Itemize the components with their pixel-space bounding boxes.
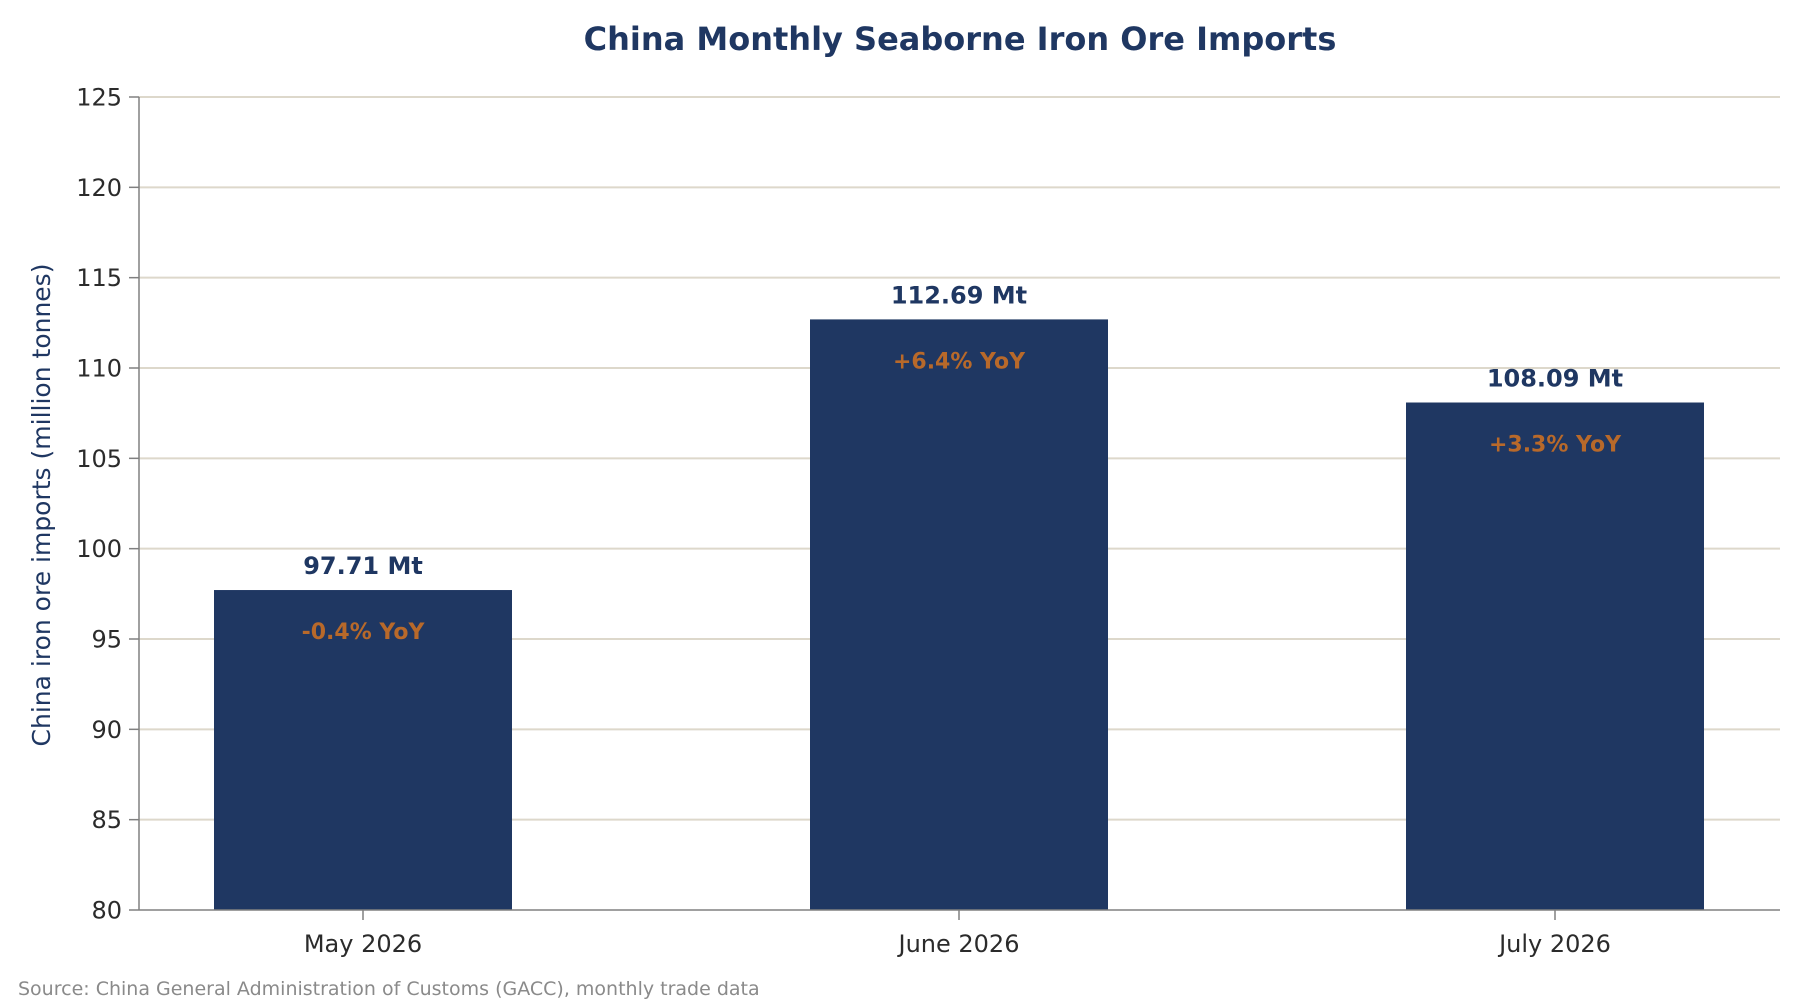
bars [214, 319, 1704, 911]
chart-title: China Monthly Seaborne Iron Ore Imports [584, 20, 1337, 58]
x-tick-label: May 2026 [304, 930, 422, 958]
y-tick-label: 90 [91, 716, 122, 744]
bar-labels: 97.71 Mt -0.4% YoY 112.69 Mt +6.4% YoY 108.0… [302, 281, 1624, 645]
x-ticks: May 2026 June 2026 July 2026 [304, 910, 1611, 958]
y-ticks: 80 85 90 95 100 105 110 115 120 125 [76, 84, 139, 925]
bar-value-label: 97.71 Mt [303, 552, 423, 580]
source-note: Source: China General Administration of … [18, 978, 760, 1000]
y-tick-label: 115 [76, 264, 122, 292]
y-tick-label: 95 [91, 626, 122, 654]
y-tick-label: 105 [76, 445, 122, 473]
bar-yoy-label: +3.3% YoY [1489, 433, 1622, 458]
bar-value-label: 112.69 Mt [891, 281, 1027, 309]
y-tick-label: 125 [76, 84, 122, 112]
bar-value-label: 108.09 Mt [1487, 365, 1623, 393]
y-axis-label: China iron ore imports (million tonnes) [27, 264, 56, 747]
bar-yoy-label: -0.4% YoY [302, 620, 426, 645]
bar-may-2026 [214, 590, 512, 910]
y-tick-label: 120 [76, 174, 122, 202]
y-tick-label: 100 [76, 535, 122, 563]
y-tick-label: 80 [91, 897, 122, 925]
bar-yoy-label: +6.4% YoY [893, 349, 1026, 374]
bar-june-2026 [810, 319, 1108, 911]
x-tick-label: June 2026 [897, 930, 1020, 958]
y-tick-label: 110 [76, 355, 122, 383]
bar-july-2026 [1406, 402, 1704, 910]
y-tick-label: 85 [91, 806, 122, 834]
x-tick-label: July 2026 [1497, 930, 1611, 958]
